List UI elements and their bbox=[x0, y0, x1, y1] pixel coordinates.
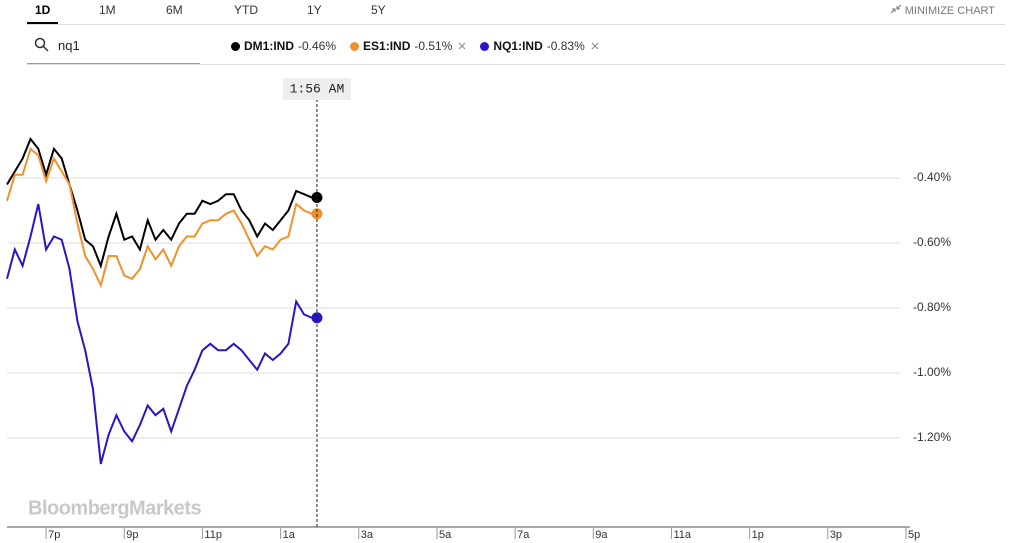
watermark: BloombergMarkets bbox=[28, 497, 202, 519]
x-tick-label: 5p bbox=[908, 529, 920, 541]
legend-value: -0.51% bbox=[414, 39, 453, 53]
end-dot bbox=[311, 192, 323, 203]
end-dot bbox=[311, 312, 323, 324]
legend-dot bbox=[350, 41, 360, 51]
legend-item: DM1:IND -0.46% bbox=[231, 39, 336, 53]
series-line bbox=[6, 203, 317, 465]
x-tick-label: 7p bbox=[48, 529, 60, 541]
search-row: nq1 DM1:IND -0.46% ES1:IND -0.51% NQ1:IND -0.… bbox=[27, 30, 1005, 65]
search-text: nq1 bbox=[58, 38, 80, 53]
legend-name: ES1:IND bbox=[363, 39, 411, 53]
minimize-chart[interactable]: MINIMIZE CHART bbox=[890, 4, 995, 17]
x-tick-label: 9p bbox=[126, 529, 138, 541]
range-tab[interactable]: YTD bbox=[234, 3, 258, 17]
x-tick-label: 9a bbox=[595, 529, 608, 541]
search-box[interactable]: nq1 bbox=[27, 30, 200, 64]
y-tick-label: -1.20% bbox=[913, 430, 951, 444]
x-tick-label: 1p bbox=[752, 529, 764, 541]
x-tick-label: 11a bbox=[673, 529, 691, 541]
cursor-label: 1:56 AM bbox=[290, 81, 345, 96]
x-tick-label: 11p bbox=[204, 529, 222, 541]
remove-series[interactable] bbox=[458, 39, 466, 53]
series-line bbox=[6, 147, 317, 289]
y-tick-label: -0.80% bbox=[913, 300, 951, 314]
range-tabs: MINIMIZE CHART 1D 1M 6M YTD 1Y 5Y bbox=[27, 0, 1005, 25]
legend-name: DM1:IND bbox=[244, 39, 294, 53]
range-tab[interactable]: 5Y bbox=[371, 3, 386, 17]
range-tab[interactable]: 1Y bbox=[307, 3, 322, 17]
x-tick-label: 1a bbox=[283, 529, 296, 541]
legend-name: NQ1:IND bbox=[493, 39, 543, 53]
end-dot bbox=[311, 208, 323, 220]
legend-value: -0.83% bbox=[546, 39, 585, 53]
cursor-label-bg bbox=[282, 78, 351, 100]
x-tick-label: 5a bbox=[439, 529, 452, 541]
x-tick-label: 3p bbox=[830, 529, 842, 541]
range-tab[interactable]: 1D bbox=[27, 3, 59, 24]
legend-item: NQ1:IND -0.83% bbox=[480, 39, 599, 53]
y-tick-label: -1.00% bbox=[913, 365, 951, 379]
legend-dot bbox=[480, 41, 490, 51]
minimize-label: MINIMIZE CHART bbox=[904, 5, 995, 17]
legend-value: -0.46% bbox=[298, 39, 337, 53]
y-tick-label: -0.40% bbox=[913, 170, 951, 184]
series-line bbox=[6, 137, 317, 269]
search-icon bbox=[34, 37, 49, 52]
legend: DM1:IND -0.46% ES1:IND -0.51% NQ1:IND -0.83% bbox=[231, 39, 599, 53]
remove-icon bbox=[459, 42, 466, 50]
legend-dot bbox=[231, 41, 240, 51]
x-tick-label: 3a bbox=[361, 529, 374, 541]
remove-icon bbox=[591, 42, 599, 50]
x-tick-label: 7a bbox=[517, 529, 530, 541]
minimize-icon bbox=[890, 4, 902, 14]
y-tick-label: -0.60% bbox=[913, 235, 951, 249]
range-tab[interactable]: 6M bbox=[166, 3, 183, 17]
range-tab[interactable]: 1M bbox=[99, 3, 116, 17]
remove-series[interactable] bbox=[591, 39, 599, 53]
legend-item: ES1:IND -0.51% bbox=[350, 39, 466, 53]
